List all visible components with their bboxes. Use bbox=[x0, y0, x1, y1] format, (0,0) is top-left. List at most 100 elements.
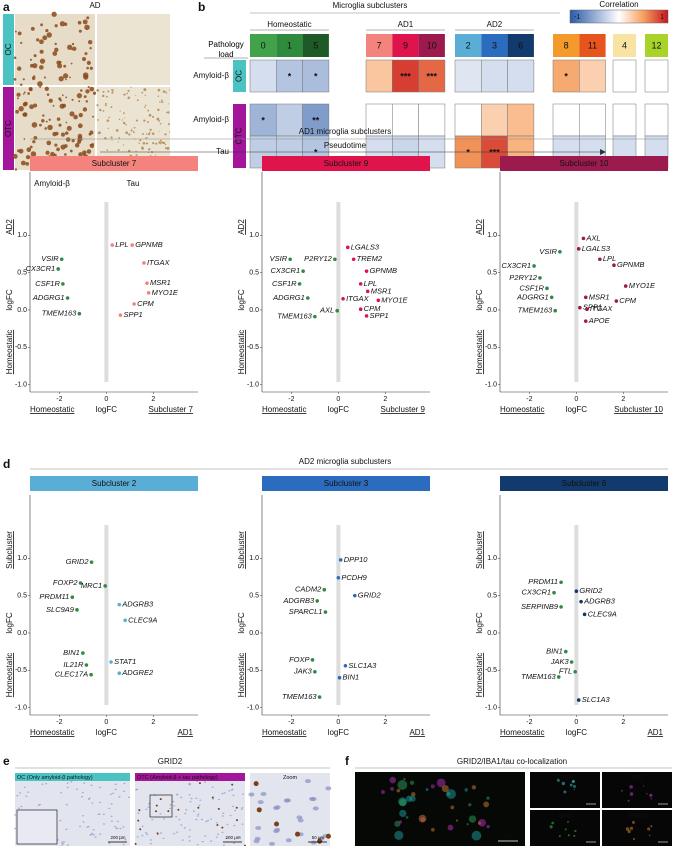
panel-label: b bbox=[198, 0, 205, 14]
nucleus bbox=[218, 798, 221, 801]
stain bbox=[106, 119, 110, 122]
significance: * bbox=[314, 71, 318, 81]
nucleus bbox=[127, 796, 130, 799]
stain bbox=[256, 807, 262, 813]
gene-label: TMEM163 bbox=[521, 672, 556, 681]
nucleus bbox=[233, 824, 236, 827]
fluorescence-signal bbox=[389, 776, 397, 784]
fluorescence-signal bbox=[394, 830, 404, 840]
gene-label: GRID2 bbox=[579, 586, 603, 595]
stain bbox=[167, 810, 170, 813]
stain bbox=[85, 89, 90, 94]
scale-bar-label: 200 µm bbox=[225, 835, 240, 840]
stain bbox=[62, 103, 67, 108]
stain bbox=[39, 86, 41, 89]
nucleus bbox=[210, 818, 213, 820]
channel-label: DAPI bbox=[558, 776, 572, 782]
column-label: Tau bbox=[127, 179, 140, 188]
stain bbox=[20, 160, 26, 166]
channel-image bbox=[530, 772, 600, 808]
stain bbox=[15, 109, 19, 114]
cluster-label: 10 bbox=[427, 40, 437, 50]
y-tick-label: 0.0 bbox=[249, 630, 259, 637]
gene-point bbox=[376, 298, 381, 303]
gene-point bbox=[579, 599, 583, 604]
nucleus bbox=[59, 820, 62, 822]
stain bbox=[76, 93, 83, 99]
panel-header-label: Subcluster 3 bbox=[324, 479, 369, 488]
y-tick-label: 0.0 bbox=[17, 307, 27, 314]
gene-point bbox=[538, 276, 542, 280]
stain bbox=[54, 47, 59, 53]
stain bbox=[22, 93, 25, 95]
gene-point bbox=[569, 660, 574, 664]
x-tick-label: -2 bbox=[56, 396, 62, 403]
nucleus bbox=[285, 838, 292, 843]
x-tick-label: -2 bbox=[288, 396, 294, 403]
stain bbox=[122, 144, 125, 146]
nucleus bbox=[312, 806, 319, 811]
stain bbox=[51, 11, 57, 17]
heatmap-cell bbox=[418, 59, 446, 93]
heatmap-cell bbox=[276, 59, 303, 93]
gene-label: CPM bbox=[619, 296, 636, 305]
stain bbox=[160, 141, 164, 144]
stain bbox=[165, 111, 167, 113]
nucleus bbox=[192, 810, 195, 812]
nucleus bbox=[135, 789, 138, 791]
nucleus bbox=[123, 782, 126, 785]
gene-point bbox=[336, 575, 341, 580]
channel-label: GRID2 bbox=[628, 814, 647, 820]
stain bbox=[25, 162, 30, 166]
gene-point bbox=[323, 610, 328, 614]
y-axis-label: AD2 bbox=[237, 219, 246, 235]
nucleus bbox=[114, 788, 117, 791]
stain bbox=[23, 138, 26, 140]
scale-bar-label: 50 µm bbox=[312, 835, 325, 840]
gene-point bbox=[118, 313, 123, 317]
fluorescence-signal bbox=[436, 778, 446, 788]
gene-label: BIN1 bbox=[343, 673, 360, 682]
stain bbox=[39, 49, 44, 54]
gene-label: CLEC9A bbox=[128, 615, 157, 624]
fluorescence-signal bbox=[398, 820, 403, 824]
nucleus bbox=[325, 786, 332, 791]
stain bbox=[159, 101, 161, 103]
stain bbox=[33, 103, 38, 108]
stain bbox=[32, 75, 36, 78]
stain bbox=[98, 131, 101, 135]
nucleus bbox=[196, 843, 199, 846]
stain bbox=[69, 149, 73, 153]
arrow-head bbox=[600, 149, 606, 155]
gene-label: PRDM11 bbox=[39, 592, 69, 601]
nucleus bbox=[112, 792, 115, 795]
gene-label: FOXP2 bbox=[53, 578, 78, 587]
cluster-header bbox=[481, 34, 508, 57]
nucleus bbox=[195, 818, 198, 821]
stain bbox=[159, 122, 162, 125]
gene-point bbox=[333, 257, 337, 262]
stain bbox=[52, 104, 55, 107]
stain bbox=[78, 100, 81, 103]
stain bbox=[43, 76, 46, 79]
stain bbox=[25, 155, 31, 160]
fluorescence-signal bbox=[464, 788, 468, 792]
stain bbox=[97, 132, 99, 134]
nucleus bbox=[180, 824, 183, 826]
stain bbox=[56, 117, 61, 121]
x-tick-label: 2 bbox=[151, 719, 155, 726]
tissue-label: OC bbox=[235, 70, 244, 82]
nucleus bbox=[260, 791, 267, 796]
heatmap-cell bbox=[392, 59, 419, 93]
gene-label: CX3CR1 bbox=[501, 261, 531, 270]
nucleus bbox=[79, 825, 82, 828]
colorbar bbox=[569, 9, 669, 24]
gene-label: BIN1 bbox=[546, 647, 563, 656]
x-axis-label: Subcluster 9 bbox=[381, 405, 426, 414]
gene-label: VSIR bbox=[270, 254, 288, 263]
zero-band bbox=[104, 525, 109, 705]
stain bbox=[83, 153, 86, 156]
gene-label: MSR1 bbox=[589, 292, 610, 301]
stain bbox=[152, 115, 155, 118]
